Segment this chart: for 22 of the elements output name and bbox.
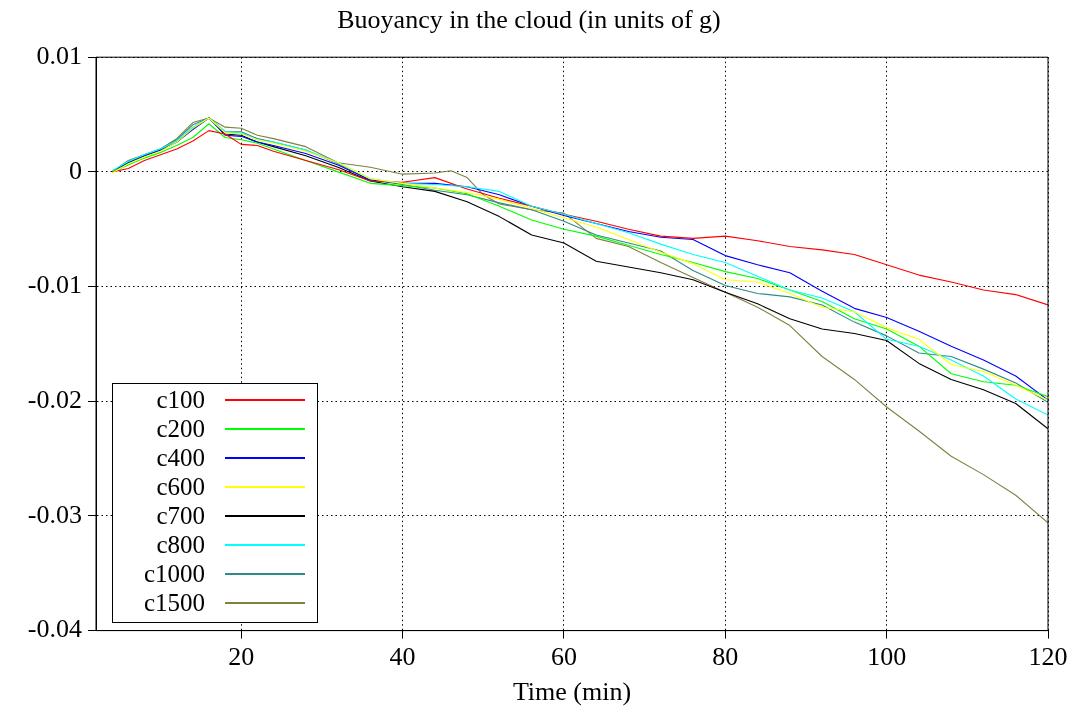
y-tick-label: -0.03: [27, 499, 82, 529]
legend-label: c200: [155, 415, 205, 444]
y-tick-label: 0: [69, 155, 82, 185]
x-tick-label: 60: [550, 642, 577, 672]
x-tick-label: 100: [867, 642, 907, 672]
legend-label: c400: [155, 444, 205, 473]
legend-label: c100: [155, 386, 205, 415]
legend-label: c800: [155, 531, 205, 560]
legend-label: c1000: [142, 560, 205, 589]
x-tick-label: 120: [1028, 642, 1068, 672]
x-tick-label: 80: [712, 642, 739, 672]
chart-title: Buoyancy in the cloud (in units of g): [337, 5, 721, 35]
x-tick-label: 40: [389, 642, 416, 672]
y-tick-label: -0.02: [27, 385, 82, 415]
legend-label: c600: [155, 473, 205, 502]
legend-label: c1500: [142, 589, 205, 618]
y-tick-label: -0.01: [27, 270, 82, 300]
y-tick-label: 0.01: [36, 41, 82, 71]
x-tick-label: 20: [228, 642, 255, 672]
y-tick-label: -0.04: [27, 614, 82, 644]
legend-label: c700: [155, 502, 205, 531]
x-axis-title: Time (min): [512, 677, 632, 707]
